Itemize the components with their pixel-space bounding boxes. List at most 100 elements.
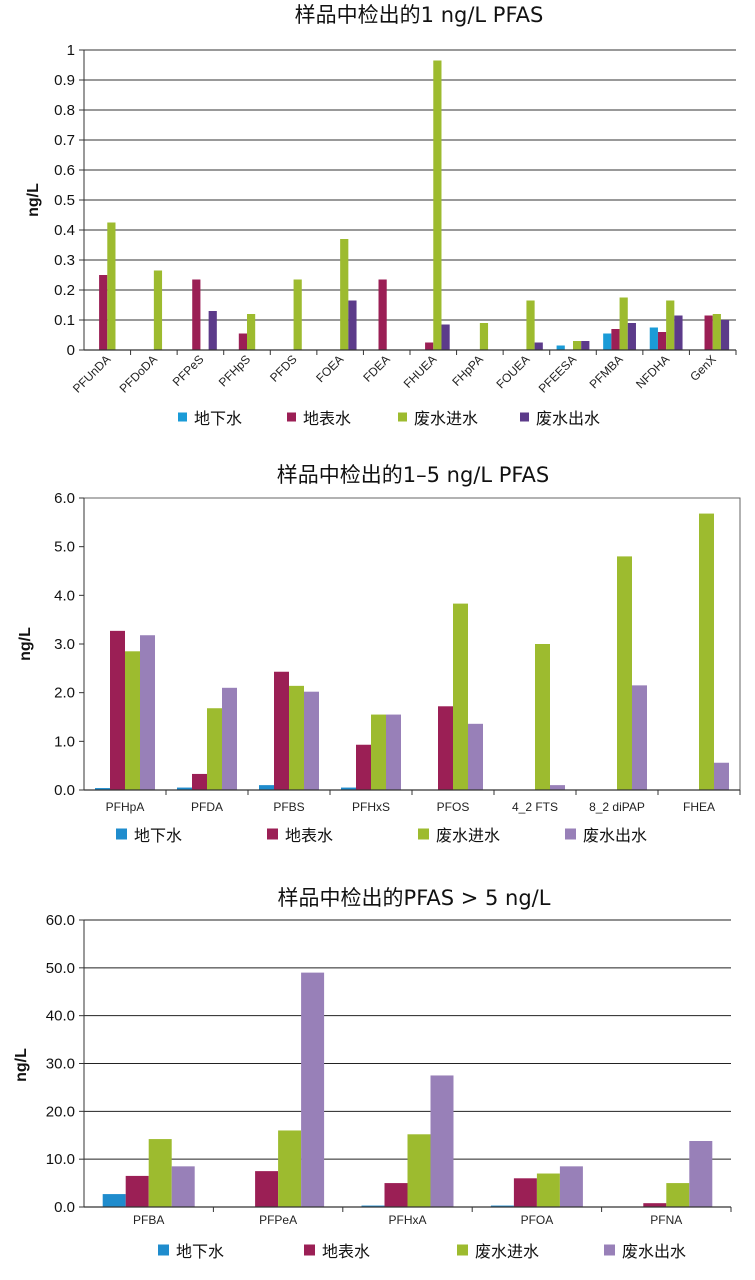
y-tick-label: 10.0 xyxy=(46,1151,75,1168)
bar-4 xyxy=(581,341,590,350)
bar-1 xyxy=(556,345,565,350)
legend-swatch-1 xyxy=(116,828,127,840)
bar-3 xyxy=(619,297,628,350)
x-tick-label: PFOA xyxy=(521,1213,554,1227)
bar-1 xyxy=(603,333,612,350)
bar-2 xyxy=(513,1178,537,1207)
bar-2 xyxy=(425,342,434,350)
bar-3 xyxy=(371,714,386,790)
y-tick-label: 0.0 xyxy=(54,1199,75,1216)
y-tick-label: 0.6 xyxy=(54,162,75,179)
bar-1 xyxy=(341,787,356,790)
y-tick-label: 0.9 xyxy=(54,72,75,89)
bar-3 xyxy=(526,300,535,350)
bar-1 xyxy=(649,327,658,350)
x-tick-label: PFDS xyxy=(267,352,300,385)
bar-4 xyxy=(208,311,217,350)
x-tick-label: PFHpS xyxy=(216,352,253,389)
bar-2 xyxy=(611,329,620,350)
bar-3 xyxy=(666,1183,690,1207)
bar-3 xyxy=(247,314,256,350)
x-tick-label: PFOS xyxy=(437,800,470,814)
bar-4 xyxy=(550,785,565,790)
legend-swatch-4 xyxy=(565,828,576,840)
y-tick-label: 0.7 xyxy=(54,132,75,149)
bar-1 xyxy=(259,785,274,790)
bar-3 xyxy=(666,300,675,350)
bar-2 xyxy=(255,1171,279,1207)
y-tick-label: 30.0 xyxy=(46,1056,75,1073)
bar-3 xyxy=(453,603,468,790)
bar-3 xyxy=(340,239,349,350)
bar-3 xyxy=(535,644,550,790)
bar-3 xyxy=(207,708,222,790)
legend-swatch-3 xyxy=(457,1244,468,1256)
legend-swatch-2 xyxy=(267,828,278,840)
bar-4 xyxy=(632,685,647,790)
bar-4 xyxy=(441,324,450,350)
bar-3 xyxy=(699,513,714,790)
bar-1 xyxy=(95,788,110,790)
bar-3 xyxy=(278,1130,302,1207)
bar-4 xyxy=(140,635,155,790)
y-tick-label: 40.0 xyxy=(46,1008,75,1025)
bar-2 xyxy=(356,744,371,790)
y-tick-label: 4.0 xyxy=(54,587,75,604)
bar-2 xyxy=(99,275,108,350)
y-tick-label: 60.0 xyxy=(46,912,75,929)
bar-2 xyxy=(438,706,453,790)
bar-4 xyxy=(627,323,636,350)
legend-label-1: 地下水 xyxy=(134,826,182,845)
bar-2 xyxy=(125,1175,149,1207)
bar-3 xyxy=(617,556,632,790)
bar-4 xyxy=(714,762,729,790)
bar-3 xyxy=(107,222,116,350)
bar-3 xyxy=(289,685,304,790)
bar-3 xyxy=(712,314,721,350)
x-tick-label: GenX xyxy=(687,352,719,384)
bar-4 xyxy=(348,300,357,350)
bar-4 xyxy=(674,315,683,350)
bar-2 xyxy=(238,333,247,350)
bar-3 xyxy=(148,1139,172,1207)
chart-title: 样品中检出的1 ng/L PFAS xyxy=(295,3,544,27)
bar-4 xyxy=(301,972,325,1207)
bar-4 xyxy=(689,1140,713,1207)
bar-3 xyxy=(125,651,140,790)
x-tick-label: PFMBA xyxy=(587,352,626,391)
y-axis-label: ng/L xyxy=(13,1048,30,1082)
bar-4 xyxy=(386,714,401,790)
x-tick-label: 8_2 diPAP xyxy=(589,800,645,814)
x-tick-label: PFDoDA xyxy=(117,352,160,395)
bar-3 xyxy=(293,279,302,350)
y-tick-label: 3.0 xyxy=(54,636,75,653)
legend-label-2: 地表水 xyxy=(303,409,351,428)
x-tick-label: PFHxS xyxy=(352,800,390,814)
x-tick-label: 4_2 FTS xyxy=(512,800,558,814)
legend-label-3: 废水进水 xyxy=(414,409,478,428)
y-tick-label: 0.4 xyxy=(54,222,75,239)
bar-4 xyxy=(430,1075,454,1207)
legend-label-4: 废水出水 xyxy=(536,409,600,428)
y-tick-label: 0.1 xyxy=(54,312,75,329)
legend-label-3: 废水进水 xyxy=(475,1242,539,1261)
chart-pfas-1ng: 样品中检出的1 ng/L PFAS 0 0.1 0.2 0.3 0.4 0.5 0.6 0.7 0… xyxy=(25,3,737,428)
bar-2 xyxy=(110,630,125,790)
y-tick-label: 0.2 xyxy=(54,282,75,299)
chart-title: 样品中检出的1–5 ng/L PFAS xyxy=(277,463,550,487)
x-tick-label: PFDA xyxy=(191,800,223,814)
y-tick-label: 0.0 xyxy=(54,782,75,799)
x-tick-label: NFDHA xyxy=(633,352,672,391)
bar-3 xyxy=(407,1134,431,1207)
bar-2 xyxy=(378,279,387,350)
legend-label-1: 地下水 xyxy=(194,409,242,428)
bar-1 xyxy=(361,1205,385,1207)
legend-swatch-1 xyxy=(178,412,187,422)
bar-4 xyxy=(171,1166,195,1207)
x-tick-label: FDEA xyxy=(360,352,393,385)
y-tick-label: 6.0 xyxy=(54,490,75,507)
legend-swatch-4 xyxy=(520,412,529,422)
x-tick-label: PFPeA xyxy=(259,1213,297,1227)
bar-1 xyxy=(102,1194,126,1207)
bar-1 xyxy=(177,787,192,790)
